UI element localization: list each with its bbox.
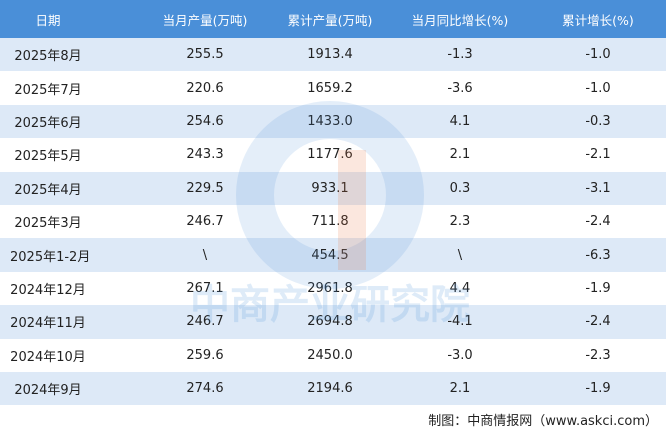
table-cell: 2025年1-2月	[10, 249, 91, 265]
table-row: 2024年12月 267.1 2961.8 4.4 -1.9	[0, 272, 666, 305]
table-cell: -1.9	[585, 381, 611, 397]
table-cell: 4.4	[449, 280, 471, 296]
table-cell: 246.7	[186, 314, 224, 330]
data-table: 日期 当月产量(万吨) 累计产量(万吨) 当月同比增长(%) 累计增长(%) 2025年8…	[0, 0, 666, 406]
table-cell: -2.1	[585, 147, 611, 163]
table-cell: 933.1	[311, 180, 349, 196]
header-row: 日期 当月产量(万吨) 累计产量(万吨) 当月同比增长(%) 累计增长(%)	[0, 0, 666, 38]
table-row: 2025年8月 255.5 1913.4 -1.3 -1.0	[0, 38, 666, 72]
table-cell: 2024年12月	[10, 282, 86, 298]
table-cell: 0.3	[449, 180, 471, 196]
table-cell: 2024年10月	[10, 349, 86, 365]
table-cell: 2025年8月	[14, 49, 82, 65]
table-cell: 711.8	[311, 214, 349, 230]
table-cell: 2025年7月	[14, 82, 82, 98]
table-cell: 259.6	[186, 347, 224, 363]
table-cell: 255.5	[186, 47, 224, 63]
header-cell: 当月同比增长(%)	[411, 12, 509, 28]
table-cell: -0.3	[585, 113, 611, 129]
table-cell: 220.6	[186, 80, 224, 96]
table-cell: 246.7	[186, 214, 224, 230]
header-cell: 累计产量(万吨)	[287, 12, 373, 28]
table-cell: 2025年6月	[14, 115, 82, 131]
table-cell: 2194.6	[307, 381, 353, 397]
table-cell: -1.9	[585, 280, 611, 296]
table-row: 2025年5月 243.3 1177.6 2.1 -2.1	[0, 138, 666, 171]
table-cell: -4.1	[447, 314, 473, 330]
table-cell: -3.1	[585, 180, 611, 196]
table-cell: -3.6	[447, 80, 473, 96]
header-cell: 当月产量(万吨)	[162, 12, 248, 28]
table-cell: -1.3	[447, 47, 473, 63]
table-cell: 454.5	[311, 247, 349, 263]
table-cell: 2024年11月	[10, 316, 86, 332]
table-row: 2025年1-2月 \ 454.5 \ -6.3	[0, 238, 666, 272]
table-cell: 274.6	[186, 381, 224, 397]
table-row: 2025年4月 229.5 933.1 0.3 -3.1	[0, 171, 666, 205]
table-row: 2025年7月 220.6 1659.2 -3.6 -1.0	[0, 71, 666, 104]
table-cell: 2.1	[449, 147, 471, 163]
table-cell: \	[457, 247, 463, 263]
table-cell: 2.3	[449, 214, 471, 230]
header-cell: 日期	[35, 12, 61, 28]
table-cell: 254.6	[186, 113, 224, 129]
table-cell: 1177.6	[307, 147, 353, 163]
table-cell: 2025年3月	[14, 216, 82, 232]
table-cell: 2024年9月	[14, 383, 82, 399]
table-row: 2025年3月 246.7 711.8 2.3 -2.4	[0, 205, 666, 238]
table-cell: -1.0	[585, 47, 611, 63]
table-cell: -2.4	[585, 314, 611, 330]
table-row: 2025年6月 254.6 1433.0 4.1 -0.3	[0, 104, 666, 139]
table-cell: 243.3	[186, 147, 224, 163]
table-cell: 1659.2	[307, 80, 353, 96]
table-cell: -2.4	[585, 214, 611, 230]
table-cell: 2450.0	[307, 347, 353, 363]
table-cell: \	[202, 247, 208, 263]
table-cell: 1433.0	[307, 113, 353, 129]
table-row: 2024年11月 246.7 2694.8 -4.1 -2.4	[0, 305, 666, 339]
table-row: 2024年10月 259.6 2450.0 -3.0 -2.3	[0, 339, 666, 372]
table-cell: 2694.8	[307, 314, 353, 330]
table-cell: 4.1	[449, 113, 471, 129]
footer-credit: 制图：中商情报网（www.askci.com）	[428, 414, 658, 429]
table-cell: -6.3	[585, 247, 611, 263]
header-cell: 累计增长(%)	[562, 12, 634, 28]
table-cell: -3.0	[447, 347, 473, 363]
table-cell: 2025年4月	[14, 182, 82, 198]
table-row: 2024年9月 274.6 2194.6 2.1 -1.9	[0, 371, 666, 406]
table-cell: -2.3	[585, 347, 611, 363]
table-cell: 229.5	[186, 180, 224, 196]
table-cell: 2025年5月	[14, 149, 82, 165]
table-cell: 2.1	[449, 381, 471, 397]
table-cell: -1.0	[585, 80, 611, 96]
table-cell: 2961.8	[307, 280, 353, 296]
table-cell: 1913.4	[307, 47, 353, 63]
table-cell: 267.1	[186, 280, 224, 296]
